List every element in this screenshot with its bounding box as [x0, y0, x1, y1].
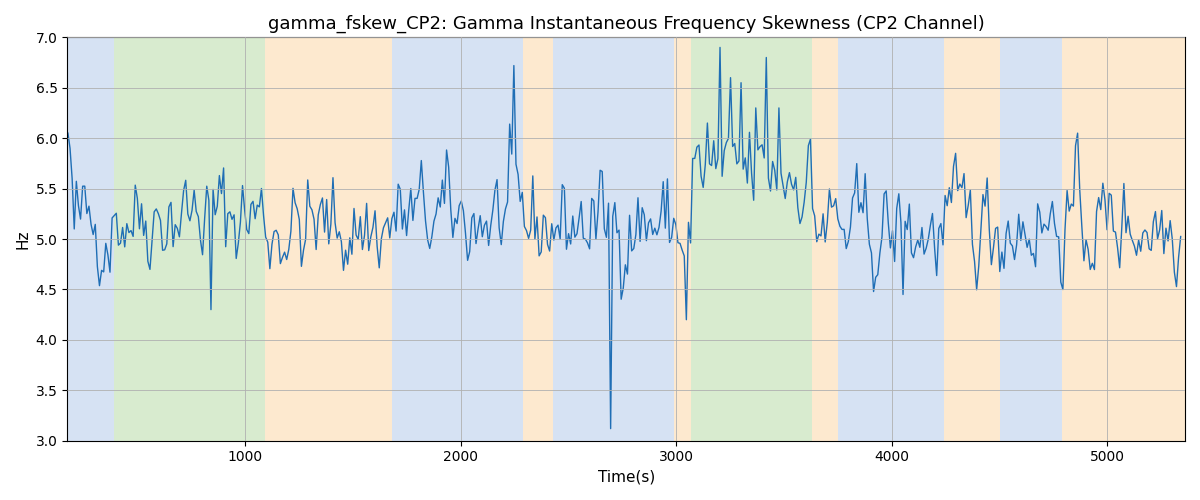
Bar — [553, 38, 674, 440]
Bar — [114, 38, 264, 440]
Title: gamma_fskew_CP2: Gamma Instantaneous Frequency Skewness (CP2 Channel): gamma_fskew_CP2: Gamma Instantaneous Fre… — [268, 15, 984, 34]
Bar — [674, 38, 691, 440]
Bar — [391, 38, 523, 440]
Bar — [691, 38, 812, 440]
Bar — [1000, 38, 1062, 440]
Bar — [838, 38, 943, 440]
X-axis label: Time(s): Time(s) — [598, 470, 655, 485]
Y-axis label: Hz: Hz — [16, 230, 30, 249]
Bar — [67, 38, 114, 440]
Bar — [523, 38, 553, 440]
Bar — [264, 38, 391, 440]
Bar — [812, 38, 838, 440]
Bar — [943, 38, 1000, 440]
Bar — [1062, 38, 1186, 440]
